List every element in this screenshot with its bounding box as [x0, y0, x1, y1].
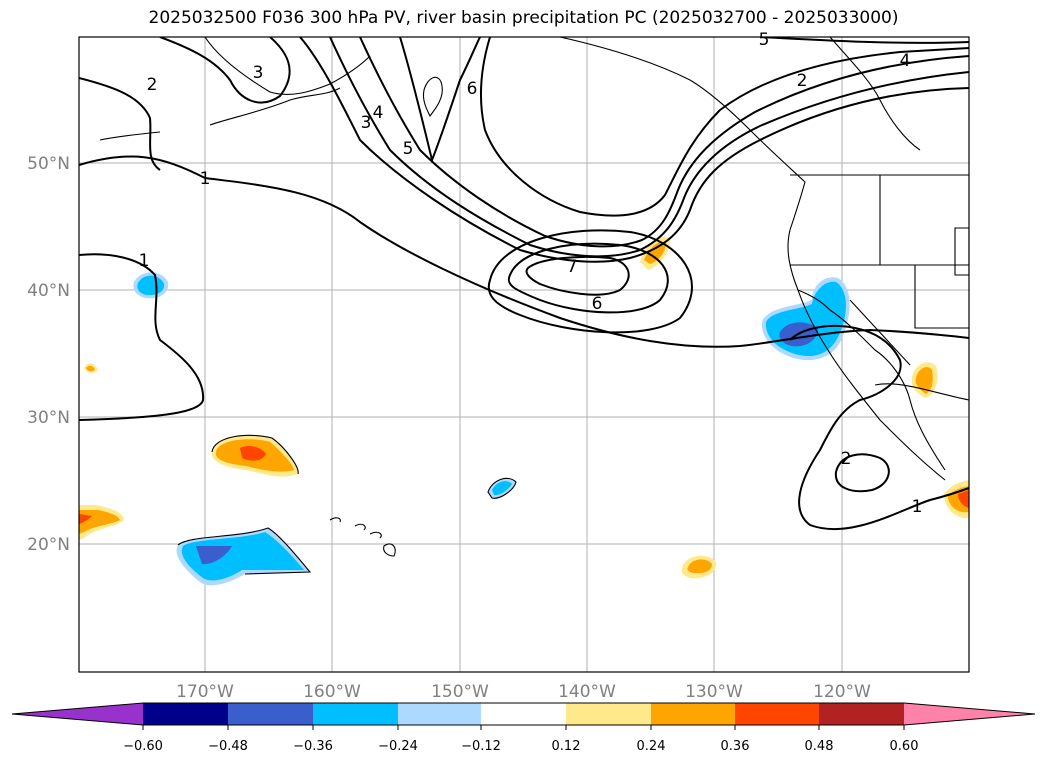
positive-anomaly-patch [644, 241, 666, 264]
colorbar-segment [143, 703, 228, 725]
positive-anomaly-patch [86, 365, 95, 372]
lon-label-140w: 140°W [558, 682, 616, 702]
contour-label: 1 [139, 251, 150, 271]
pv-contours [79, 37, 969, 531]
lat-label-20n: 20°N [27, 535, 70, 555]
colorbar-segment [228, 703, 313, 725]
colorbar-extend-low [12, 703, 143, 725]
colorbar-segment [819, 703, 904, 725]
positive-anomaly-patch [79, 514, 92, 524]
colorbar-tick-label: 0.48 [805, 739, 834, 754]
lon-label-130w: 130°W [685, 682, 743, 702]
lon-label-170w: 170°W [176, 682, 234, 702]
colorbar-tick-label: 0.24 [637, 739, 666, 754]
contour-label: 2 [797, 71, 808, 91]
colorbar-segment [398, 703, 481, 725]
colorbar-segment [735, 703, 819, 725]
lon-label-120w: 120°W [813, 682, 871, 702]
positive-anomaly-patch [915, 367, 933, 394]
contour-label: 6 [592, 294, 603, 314]
lat-label-40n: 40°N [27, 281, 70, 301]
contour-label: 3 [361, 113, 372, 133]
positive-anomaly-patch [958, 490, 969, 508]
contour-label: 5 [759, 30, 770, 50]
colorbar-tick-label: 0.60 [890, 739, 919, 754]
contour-label: 7 [567, 257, 578, 277]
contour-label: 4 [373, 103, 384, 123]
negative-anomaly-patch [196, 546, 232, 565]
coastlines [99, 37, 969, 575]
lat-label-50n: 50°N [27, 154, 70, 174]
map-title: 2025032500 F036 300 hPa PV, river basin … [148, 8, 899, 28]
positive-anomaly-patch [687, 559, 712, 574]
colorbar-tick-label: −0.24 [378, 739, 418, 754]
colorbar-segment [566, 703, 651, 725]
lon-label-150w: 150°W [431, 682, 489, 702]
positive-anomaly-patch [240, 446, 266, 461]
contour-label: 5 [403, 139, 414, 159]
colorbar-segment [481, 703, 566, 725]
contour-label: 1 [200, 169, 211, 189]
contour-label: 6 [467, 79, 478, 99]
colorbar: −0.60 −0.48 −0.36 −0.24 −0.12 0.12 0.24 … [11, 702, 1036, 754]
contour-label: 2 [147, 75, 158, 95]
contour-label: 1 [912, 497, 923, 517]
longitude-labels: 170°W 160°W 150°W 140°W 130°W 120°W [176, 682, 871, 702]
colorbar-tick-label: −0.60 [123, 739, 163, 754]
colorbar-segment [651, 703, 735, 725]
negative-anomaly-patch [181, 532, 304, 581]
lat-label-30n: 30°N [27, 408, 70, 428]
colorbar-tick-label: 0.12 [552, 739, 581, 754]
colorbar-tick-label: −0.12 [461, 739, 501, 754]
contour-label: 4 [900, 51, 911, 71]
negative-anomaly-patch [137, 275, 165, 296]
pv-contour-labels: 1 1 2 2 3 3 4 4 5 5 6 6 7 2 1 [139, 30, 923, 517]
map-frame [78, 36, 970, 673]
colorbar-segment [313, 703, 398, 725]
contour-label: 3 [253, 63, 264, 83]
colorbar-tick-label: −0.48 [208, 739, 248, 754]
colorbar-tick-label: −0.36 [293, 739, 333, 754]
colorbar-extend-high [904, 703, 1035, 725]
negative-anomaly-patch [492, 481, 512, 496]
colorbar-tick-label: 0.36 [721, 739, 750, 754]
lon-label-160w: 160°W [303, 682, 361, 702]
contour-label: 2 [841, 449, 852, 469]
latitude-labels: 50°N 40°N 30°N 20°N [27, 154, 70, 555]
